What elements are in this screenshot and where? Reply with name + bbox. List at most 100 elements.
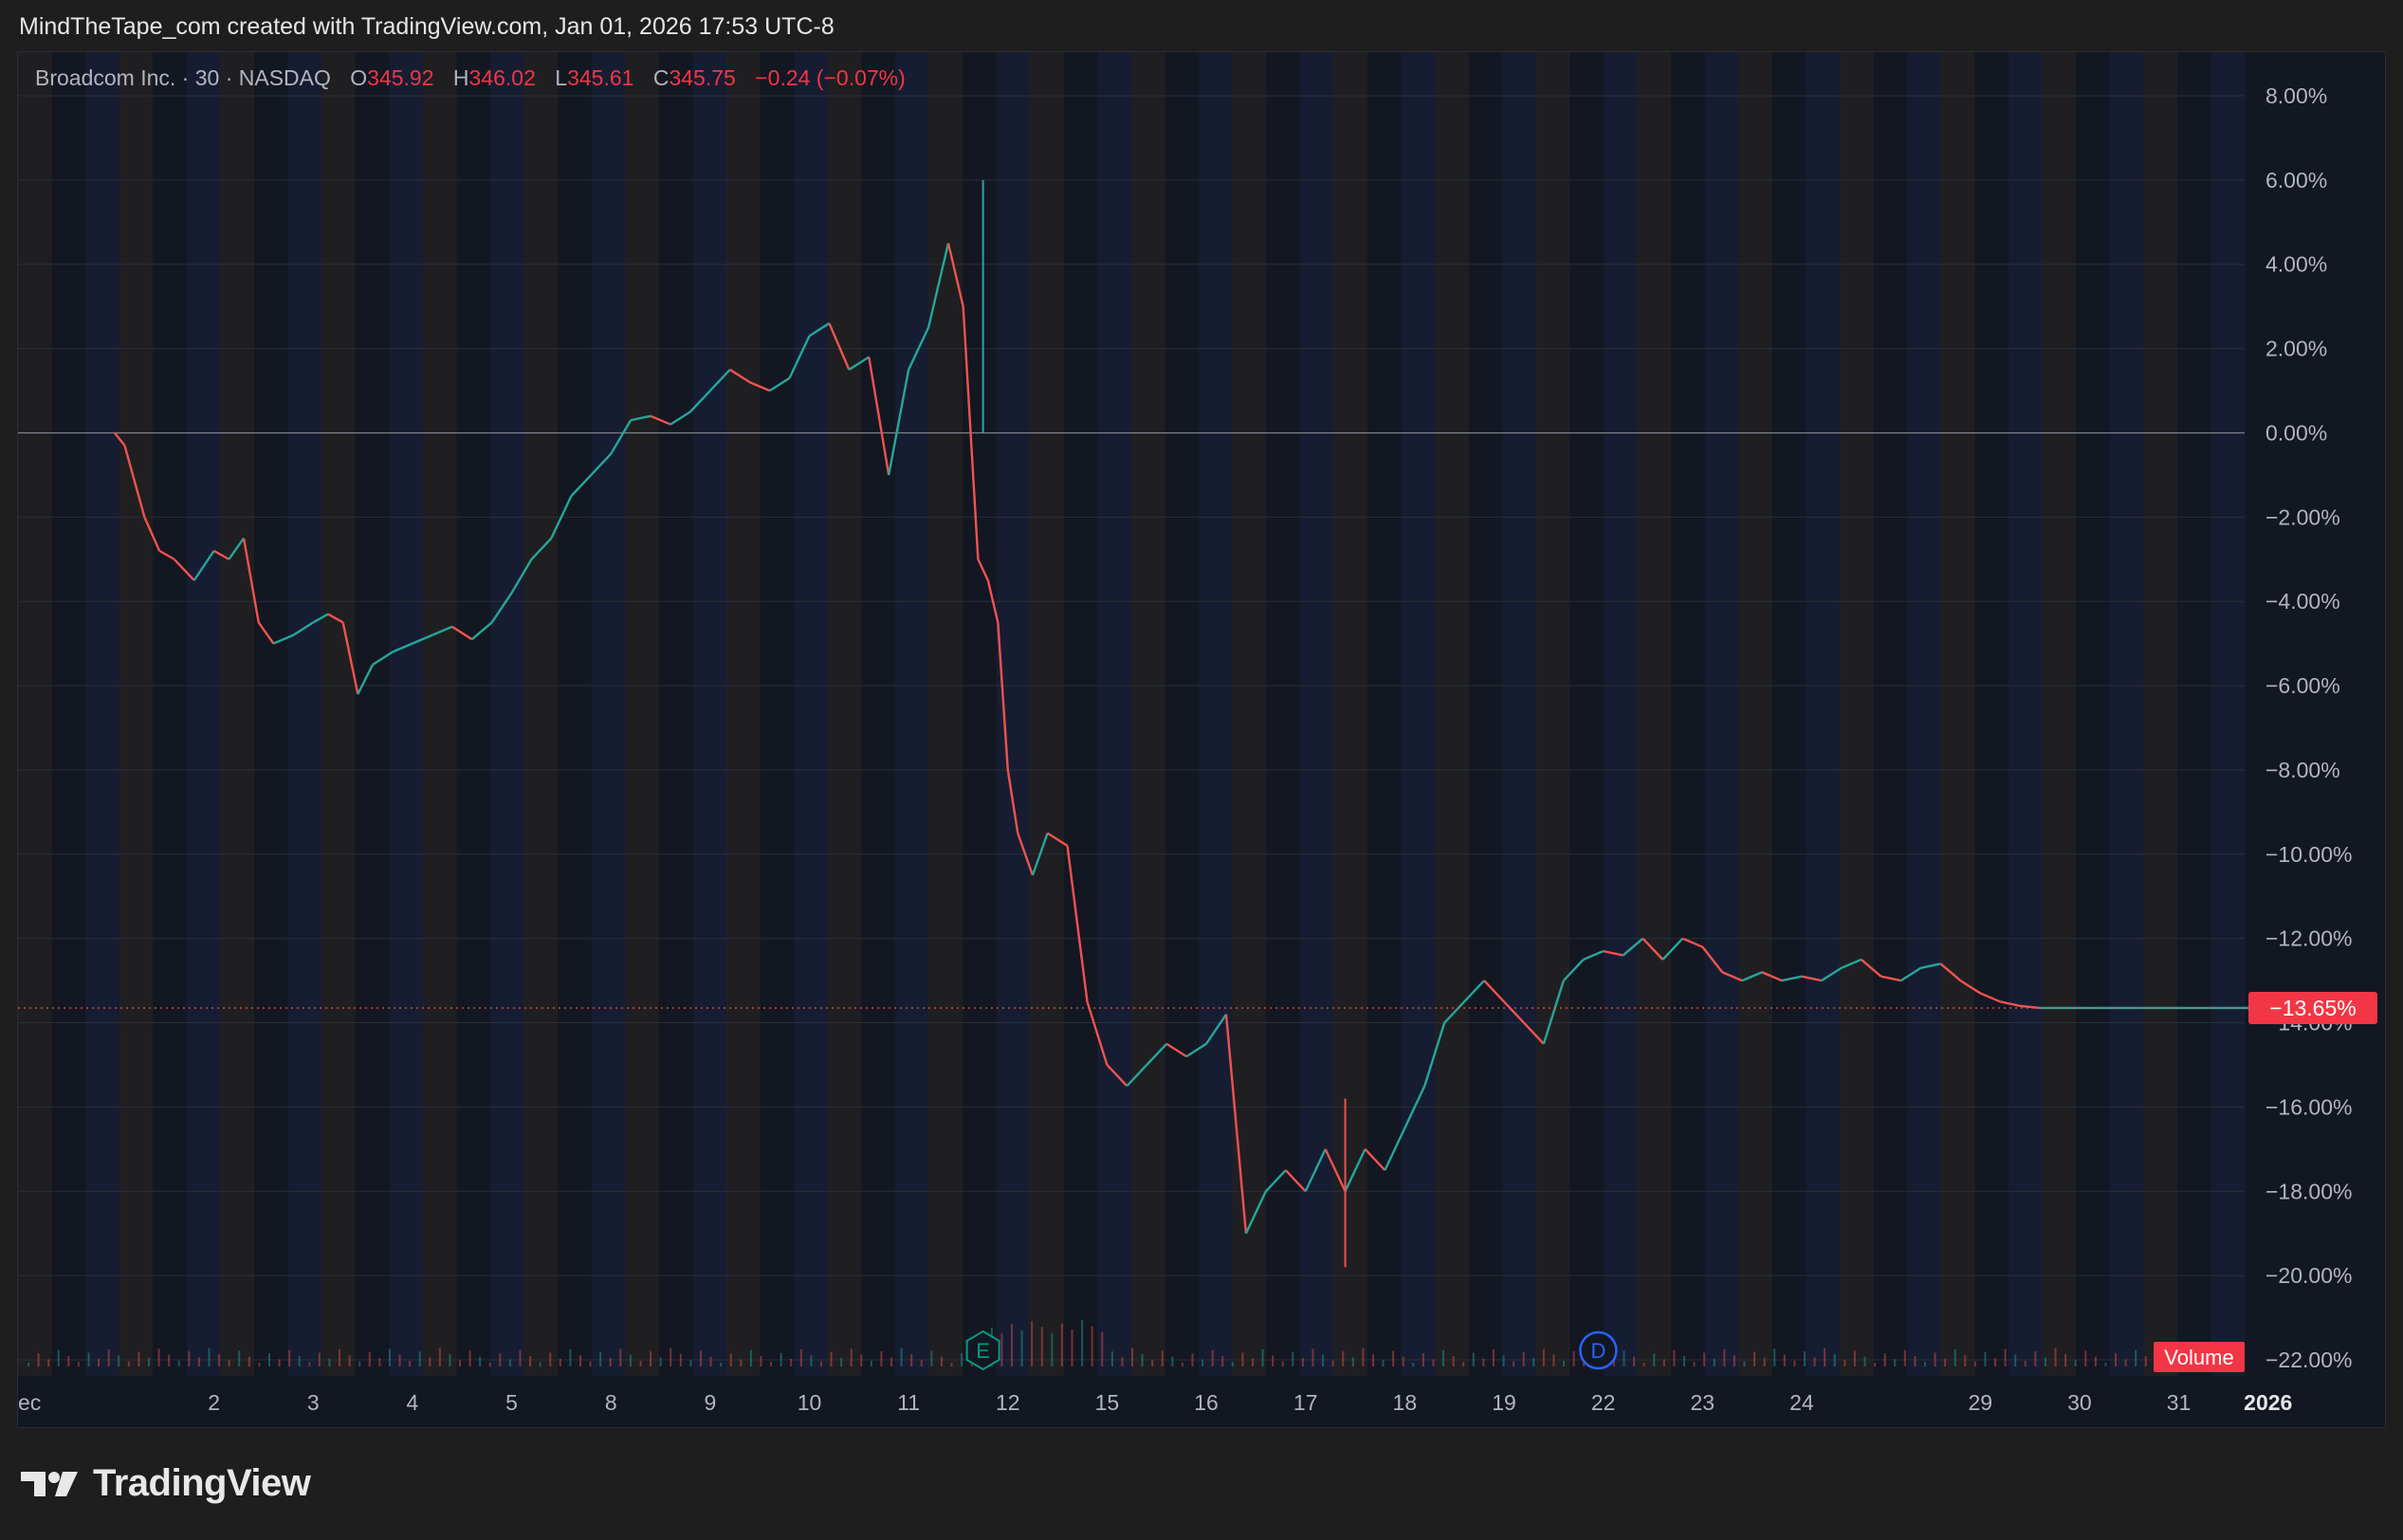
price-segment — [1701, 945, 1724, 973]
volume-bar — [1412, 1363, 1415, 1366]
x-tick-label: 24 — [1789, 1390, 1814, 1415]
volume-bar — [1272, 1355, 1275, 1366]
session-band — [658, 52, 694, 1376]
x-tick-label: 5 — [505, 1390, 518, 1415]
volume-bar — [599, 1351, 602, 1366]
price-segment — [412, 633, 433, 645]
volume-bar — [709, 1356, 712, 1366]
volume-bar — [388, 1348, 391, 1366]
price-segment — [2020, 1004, 2041, 1010]
volume-bar — [780, 1352, 782, 1366]
last-price-label: −13.65% — [2269, 996, 2356, 1020]
volume-bar — [2094, 1356, 2097, 1366]
x-tick-label: 16 — [1194, 1390, 1219, 1415]
price-segment — [1523, 1021, 1545, 1045]
high-value: 346.02 — [468, 65, 536, 90]
volume-bar — [468, 1350, 471, 1366]
price-segment — [550, 495, 573, 540]
volume-bar — [1492, 1349, 1495, 1366]
price-chart[interactable]: 8.00% 6.00% 4.00% 2.00% 0.00% −2.00% −4.00% −6.… — [18, 52, 2385, 1427]
volume-bar — [699, 1350, 702, 1366]
price-segment — [1899, 966, 1922, 982]
price-segment — [327, 613, 344, 624]
tradingview-logo[interactable]: TradingView — [21, 1462, 311, 1505]
volume-bar — [1292, 1351, 1294, 1366]
volume-bar — [740, 1359, 743, 1366]
volume-bar — [1331, 1360, 1334, 1366]
volume-bar — [930, 1350, 933, 1366]
session-band — [996, 52, 1031, 1376]
price-segment — [213, 549, 229, 560]
volume-bar — [679, 1353, 682, 1366]
y-tick-label: −4.00% — [2265, 589, 2340, 614]
price-segment — [1622, 937, 1644, 957]
price-segment — [510, 559, 533, 594]
volume-bar — [539, 1362, 541, 1366]
volume-bar — [840, 1358, 843, 1366]
session-band — [827, 52, 862, 1376]
session-band — [1535, 52, 1570, 1376]
volume-bar — [1783, 1354, 1786, 1366]
price-segment — [1284, 1169, 1307, 1193]
price-segment — [610, 419, 633, 455]
volume-bar — [1903, 1349, 1906, 1366]
session-band — [1030, 52, 1065, 1376]
volume-badge[interactable] — [2154, 1342, 2245, 1372]
volume-bar — [1833, 1353, 1836, 1366]
volume-bar — [67, 1356, 70, 1366]
chart-area[interactable]: 8.00% 6.00% 4.00% 2.00% 0.00% −2.00% −4.00% −6.… — [17, 51, 2386, 1428]
volume-bar — [1091, 1326, 1093, 1366]
volume-bar — [1051, 1332, 1054, 1366]
volume-bar — [1894, 1359, 1897, 1366]
volume-bar — [689, 1360, 692, 1366]
y-tick-label: −10.00% — [2265, 842, 2352, 867]
volume-bar — [2064, 1353, 2067, 1366]
session-band — [1671, 52, 1706, 1376]
open-value: 345.92 — [367, 65, 434, 90]
open-label: O — [350, 65, 368, 90]
price-segment — [1017, 833, 1035, 876]
price-segment — [1939, 962, 1962, 982]
x-tick-label: ec — [18, 1390, 41, 1415]
y-tick-label: 8.00% — [2265, 83, 2327, 108]
price-segment — [1741, 971, 1763, 982]
volume-bar — [770, 1362, 773, 1366]
session-band — [2143, 52, 2178, 1376]
volume-bar — [37, 1353, 40, 1366]
volume-bar — [1040, 1327, 1043, 1366]
volume-bar — [1824, 1348, 1826, 1366]
volume-bar — [188, 1351, 191, 1366]
volume-bar — [358, 1361, 361, 1366]
volume-bar — [449, 1353, 451, 1366]
volume-bar — [1422, 1353, 1424, 1366]
volume-bar — [1683, 1356, 1685, 1366]
price-segment — [630, 414, 651, 422]
price-segment — [1781, 975, 1803, 982]
price-segment — [1126, 1064, 1148, 1088]
price-segment — [1165, 1042, 1187, 1058]
price-segment — [962, 306, 980, 559]
session-band — [760, 52, 795, 1376]
volume-bar — [1633, 1356, 1636, 1366]
session-band — [51, 52, 86, 1376]
earnings-marker[interactable] — [965, 1329, 1000, 1371]
session-band — [186, 52, 221, 1376]
session-band — [1097, 52, 1132, 1376]
volume-bar — [650, 1351, 652, 1366]
volume-bar — [2054, 1348, 2057, 1366]
volume-bar — [508, 1359, 511, 1366]
y-tick-label: −16.00% — [2265, 1094, 2352, 1119]
volume-bar — [1552, 1354, 1555, 1366]
symbol-legend[interactable]: Broadcom Inc. · 30 · NASDAQ O345.92 H346… — [35, 65, 906, 91]
session-band — [490, 52, 525, 1376]
volume-bar — [1522, 1351, 1525, 1366]
volume-bar — [418, 1351, 421, 1366]
x-tick-label: 19 — [1492, 1390, 1516, 1415]
volume-bar — [1020, 1329, 1023, 1366]
volume-bar — [409, 1360, 412, 1366]
symbol-name[interactable]: Broadcom Inc. · 30 · NASDAQ — [35, 65, 331, 90]
price-segment — [158, 549, 175, 560]
session-band — [1569, 52, 1605, 1376]
session-band — [220, 52, 255, 1376]
dividend-marker[interactable] — [1579, 1330, 1618, 1370]
